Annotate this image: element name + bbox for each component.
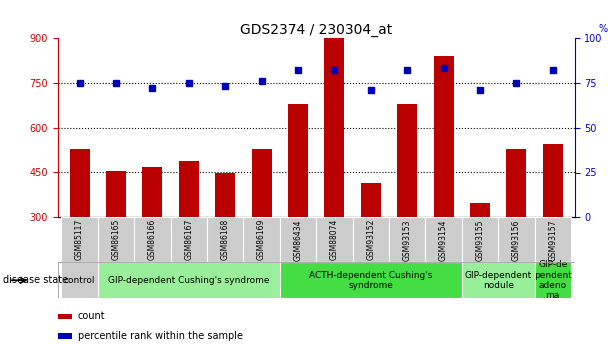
- Bar: [288, 104, 308, 307]
- Text: GSM86165: GSM86165: [111, 219, 120, 260]
- Text: count: count: [78, 311, 106, 321]
- Bar: [470, 203, 490, 307]
- Bar: [280, 217, 316, 262]
- Text: GIP-dependent
nodule: GIP-dependent nodule: [465, 270, 532, 290]
- Bar: [215, 174, 235, 307]
- Bar: [61, 217, 98, 262]
- Bar: [397, 104, 417, 307]
- Bar: [461, 217, 498, 262]
- Text: GSM93155: GSM93155: [475, 219, 485, 260]
- Bar: [106, 171, 126, 307]
- Text: GSM93154: GSM93154: [439, 219, 448, 260]
- Bar: [498, 217, 534, 262]
- Bar: [98, 262, 280, 298]
- Title: GDS2374 / 230304_at: GDS2374 / 230304_at: [240, 23, 392, 37]
- Bar: [361, 183, 381, 307]
- Text: GSM93153: GSM93153: [402, 219, 412, 260]
- Text: GSM93152: GSM93152: [366, 219, 375, 260]
- Text: GIP-dependent Cushing's syndrome: GIP-dependent Cushing's syndrome: [108, 276, 269, 285]
- Text: %: %: [598, 24, 607, 34]
- Text: GSM86169: GSM86169: [257, 219, 266, 260]
- Bar: [324, 38, 344, 307]
- Bar: [543, 144, 563, 307]
- Text: GSM93156: GSM93156: [512, 219, 521, 260]
- Bar: [389, 217, 426, 262]
- Text: GSM85117: GSM85117: [75, 219, 84, 260]
- Bar: [58, 314, 72, 319]
- Bar: [58, 333, 72, 339]
- Bar: [61, 262, 98, 298]
- Bar: [207, 217, 243, 262]
- Bar: [434, 56, 454, 307]
- Bar: [134, 217, 171, 262]
- Text: GSM88074: GSM88074: [330, 219, 339, 260]
- Bar: [316, 217, 353, 262]
- Text: control: control: [64, 276, 95, 285]
- Text: GSM86434: GSM86434: [294, 219, 302, 260]
- Bar: [243, 217, 280, 262]
- Text: disease state: disease state: [3, 275, 68, 285]
- Bar: [506, 149, 527, 307]
- Bar: [179, 161, 199, 307]
- Text: GSM86168: GSM86168: [221, 219, 230, 260]
- Bar: [534, 262, 571, 298]
- Bar: [280, 262, 461, 298]
- Text: GIP-de
pendent
adeno
ma: GIP-de pendent adeno ma: [534, 260, 572, 300]
- Bar: [353, 217, 389, 262]
- Bar: [461, 262, 534, 298]
- Bar: [171, 217, 207, 262]
- Text: GSM93157: GSM93157: [548, 219, 557, 260]
- Bar: [534, 217, 571, 262]
- Text: ACTH-dependent Cushing's
syndrome: ACTH-dependent Cushing's syndrome: [309, 270, 432, 290]
- Text: GSM86167: GSM86167: [184, 219, 193, 260]
- Bar: [142, 167, 162, 307]
- Text: percentile rank within the sample: percentile rank within the sample: [78, 331, 243, 341]
- Bar: [69, 149, 89, 307]
- Bar: [98, 217, 134, 262]
- Bar: [426, 217, 461, 262]
- Text: GSM86166: GSM86166: [148, 219, 157, 260]
- Bar: [252, 149, 272, 307]
